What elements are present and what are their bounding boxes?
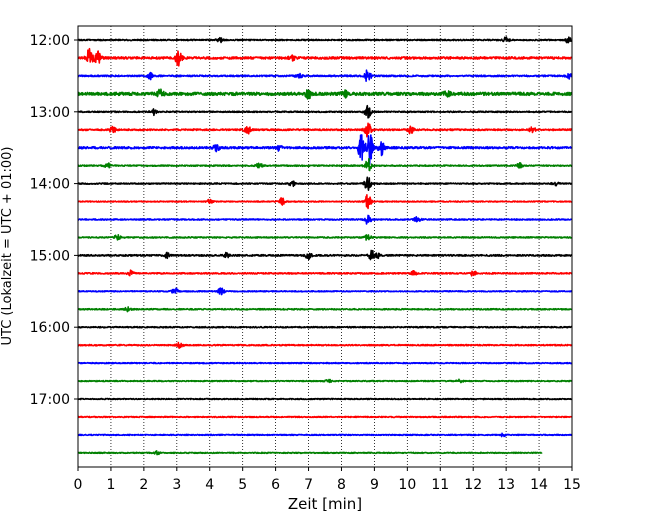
y-tick-label: 17:00	[30, 392, 70, 408]
x-tick-label: 6	[271, 477, 280, 493]
trace-1300	[78, 104, 572, 119]
trace-1615	[78, 341, 572, 350]
x-tick-label: 9	[370, 477, 379, 493]
trace-1415	[78, 194, 572, 210]
trace-1730	[78, 432, 572, 438]
trace-1445	[78, 233, 572, 241]
trace-1530	[78, 287, 572, 296]
trace-1500	[78, 249, 572, 261]
y-axis-title: UTC (Lokalzeit = UTC + 01:00)	[0, 147, 15, 346]
x-tick-label: 3	[172, 477, 181, 493]
y-axis-ticks: 12:00 13:00 14:00 15:00 16:00 17:00	[30, 33, 78, 408]
trace-1700	[78, 397, 572, 401]
trace-1545	[78, 306, 572, 313]
x-axis-title: Zeit [min]	[288, 495, 362, 513]
y-tick-label: 14:00	[30, 177, 70, 193]
trace-1245	[78, 88, 572, 100]
x-tick-label: 4	[205, 477, 214, 493]
x-tick-label: 15	[563, 477, 581, 493]
trace-1200	[78, 36, 572, 44]
x-tick-label: 2	[139, 477, 148, 493]
trace-1630	[78, 361, 572, 365]
y-tick-label: 12:00	[30, 33, 70, 49]
trace-1400	[78, 176, 572, 191]
trace-1715	[78, 415, 572, 419]
trace-1430	[78, 214, 572, 225]
trace-1515	[78, 269, 572, 277]
y-tick-label: 15:00	[30, 248, 70, 264]
trace-1345	[78, 157, 572, 172]
y-tick-label: 16:00	[30, 320, 70, 336]
y-tick-label: 13:00	[30, 105, 70, 121]
trace-1230	[78, 69, 572, 82]
trace-1315	[78, 122, 572, 138]
x-tick-label: 12	[464, 477, 482, 493]
trace-1215	[78, 47, 572, 67]
x-tick-label: 14	[530, 477, 548, 493]
x-tick-label: 8	[337, 477, 346, 493]
x-axis-ticks: 0 1 2 3 4 5 6 7 8 9 10 11 12 13 14 15	[74, 467, 581, 493]
x-tick-label: 5	[238, 477, 247, 493]
x-tick-label: 10	[398, 477, 416, 493]
x-tick-label: 7	[304, 477, 313, 493]
trace-1330	[78, 134, 572, 165]
x-tick-label: 0	[74, 477, 83, 493]
trace-1745	[78, 450, 543, 456]
trace-1600	[78, 325, 572, 329]
x-tick-label: 11	[431, 477, 449, 493]
x-tick-label: 1	[106, 477, 115, 493]
trace-1645	[78, 378, 572, 384]
trace-group	[78, 36, 572, 456]
x-tick-label: 13	[497, 477, 515, 493]
plot-frame	[77, 25, 573, 468]
